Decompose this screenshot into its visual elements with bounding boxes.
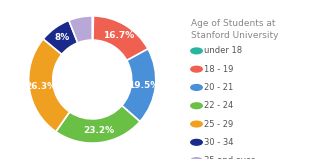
Text: 23.2%: 23.2% (83, 126, 114, 135)
Text: 16.7%: 16.7% (103, 31, 135, 40)
Text: 19.5%: 19.5% (128, 81, 159, 90)
Wedge shape (56, 106, 140, 143)
Text: Age of Students at
Stanford University: Age of Students at Stanford University (191, 19, 278, 40)
Wedge shape (92, 16, 93, 40)
Text: 22 - 24: 22 - 24 (204, 101, 233, 110)
Text: 20 - 21: 20 - 21 (204, 83, 233, 92)
Text: 35 and over: 35 and over (204, 156, 255, 159)
Wedge shape (43, 20, 78, 54)
Text: 18 - 19: 18 - 19 (204, 65, 233, 74)
Text: under 18: under 18 (204, 46, 242, 55)
Text: 26.3%: 26.3% (26, 82, 57, 91)
Text: 30 - 34: 30 - 34 (204, 138, 234, 147)
Wedge shape (69, 16, 92, 43)
Wedge shape (29, 39, 70, 132)
Text: 25 - 29: 25 - 29 (204, 120, 233, 128)
Wedge shape (122, 49, 156, 122)
Text: 8%: 8% (54, 33, 70, 42)
Wedge shape (93, 16, 148, 61)
